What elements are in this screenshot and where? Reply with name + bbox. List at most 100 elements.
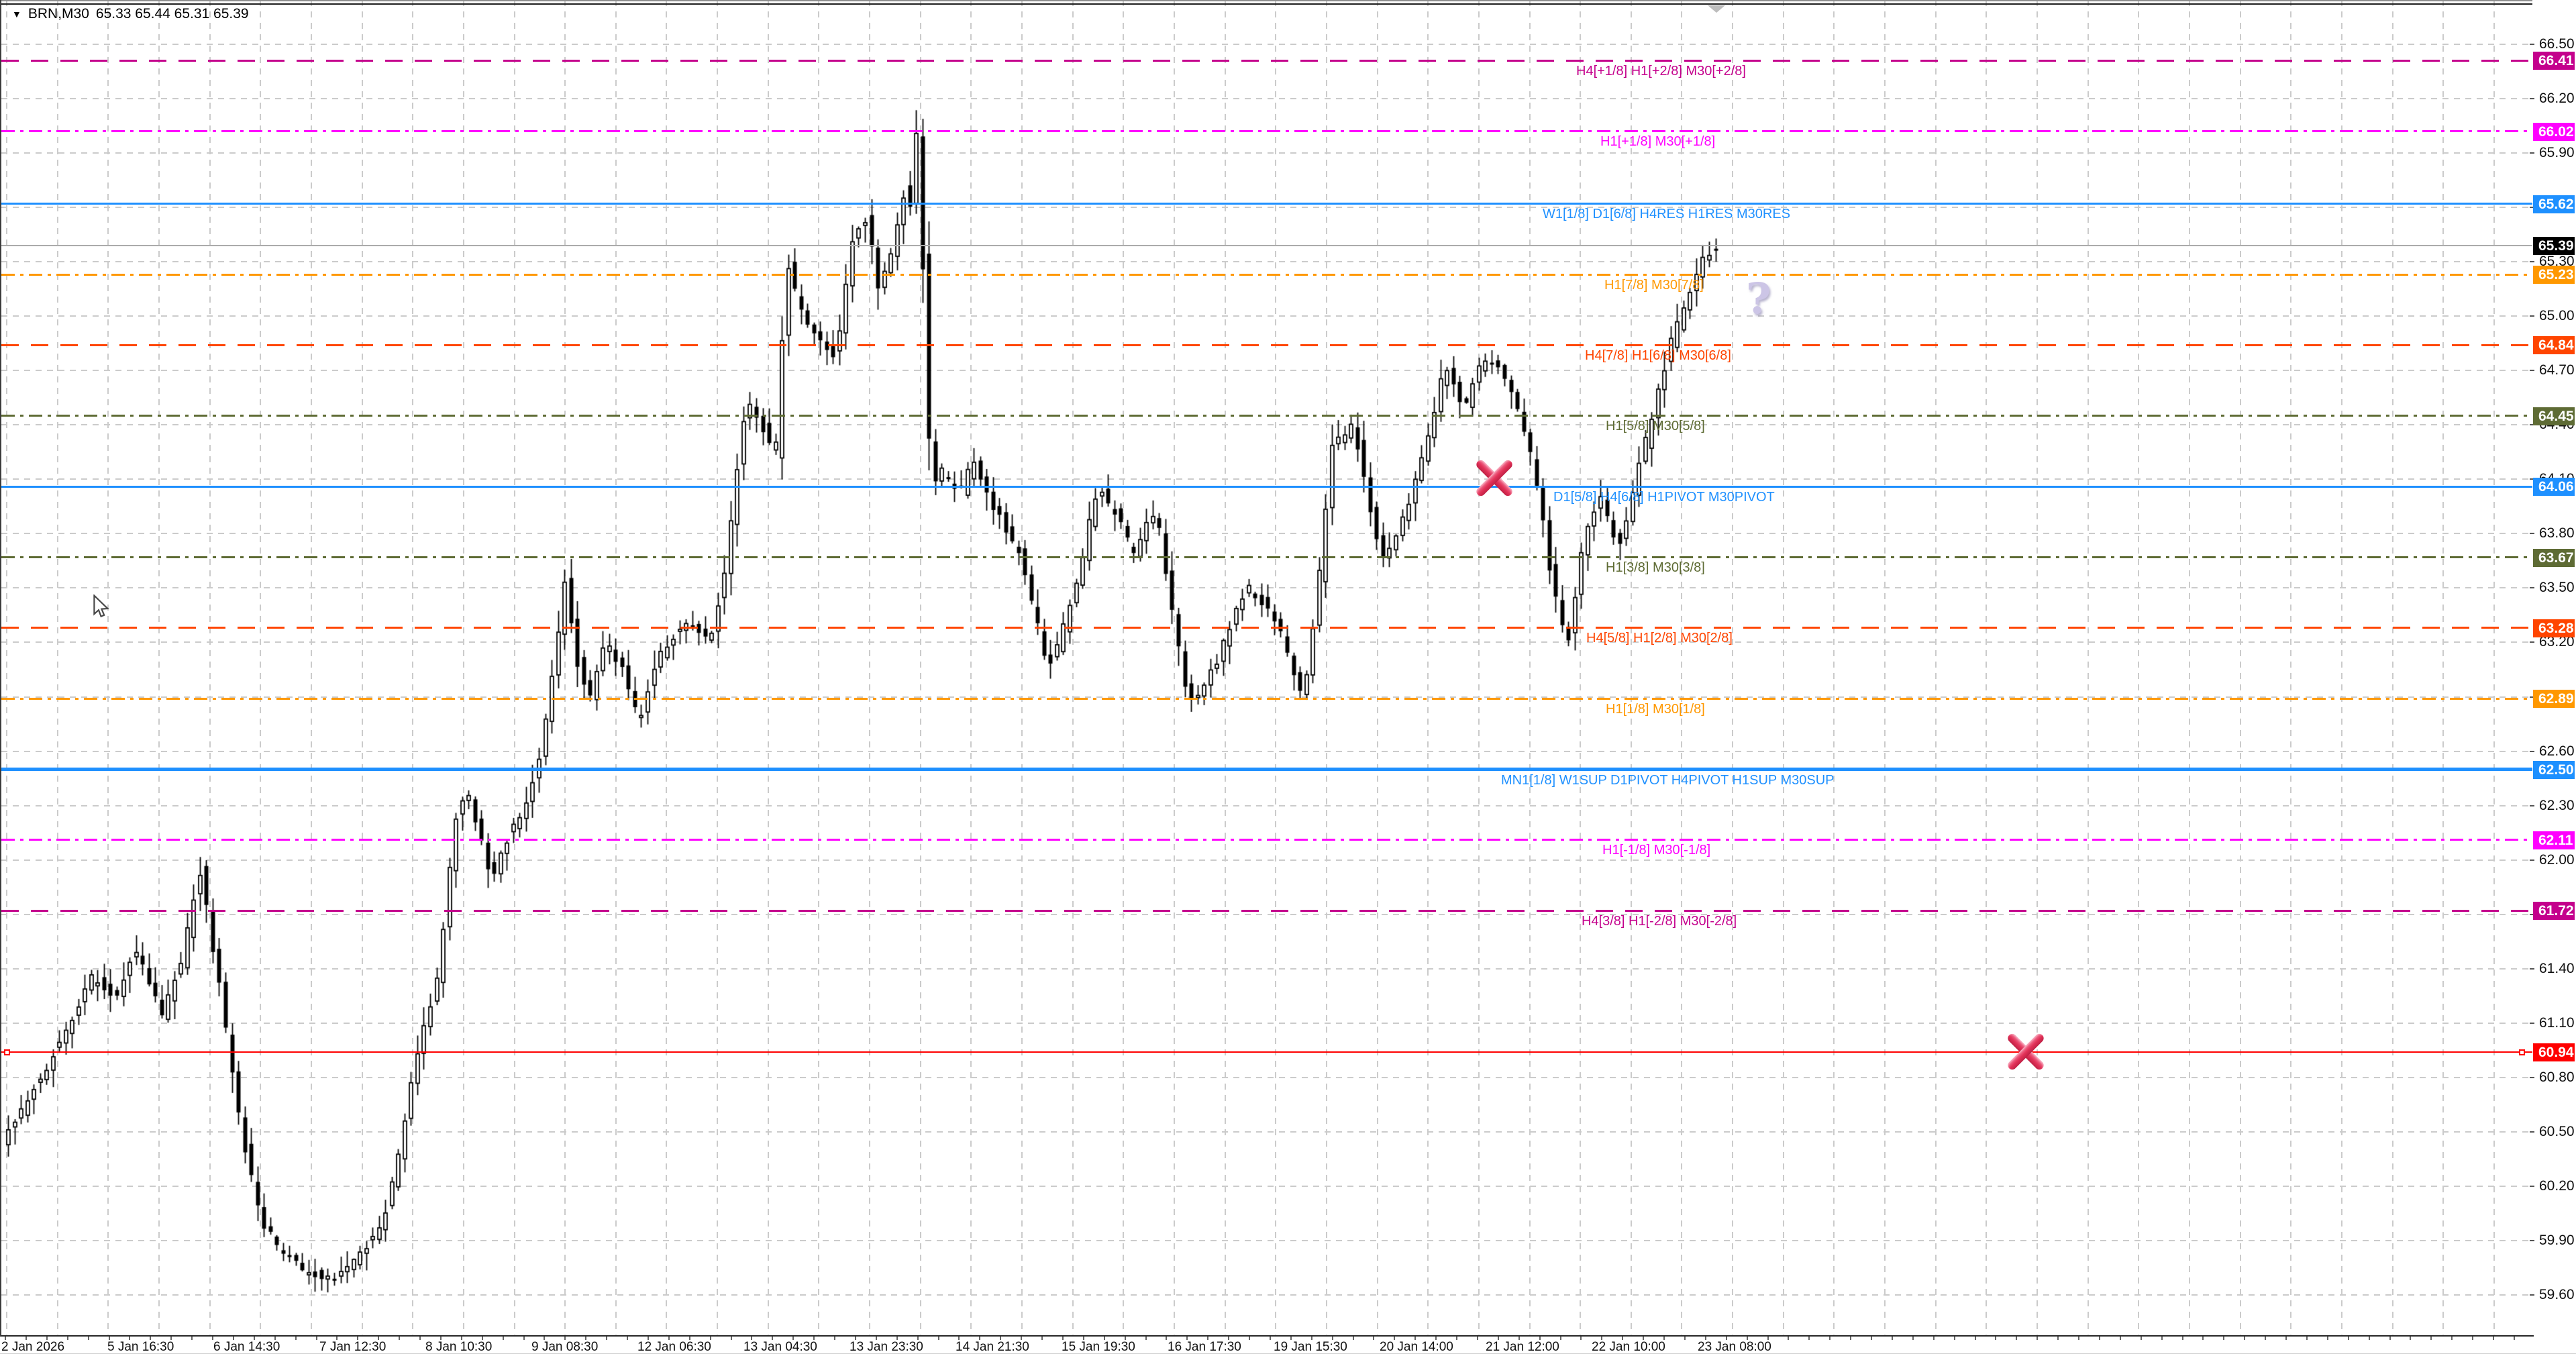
price-tick — [2530, 913, 2534, 915]
level-price-tag: 64.06 — [2533, 478, 2575, 497]
time-tick — [1643, 1337, 1645, 1340]
time-tick — [170, 1337, 172, 1340]
time-tick — [523, 1337, 525, 1340]
x-mark-object[interactable] — [2006, 1032, 2046, 1072]
murrey-level-line — [1, 839, 2532, 841]
price-tick — [2530, 152, 2534, 154]
time-tick — [813, 1337, 815, 1340]
time-tick — [378, 1337, 380, 1340]
time-tick — [46, 1337, 48, 1340]
time-tick-label: 8 Jan 10:30 — [425, 1340, 493, 1354]
time-tick — [212, 1337, 213, 1340]
line-handle[interactable] — [4, 1049, 10, 1055]
price-tick — [2530, 1294, 2534, 1296]
time-tick-label: 5 Jan 16:30 — [107, 1340, 174, 1354]
time-tick-label: 9 Jan 08:30 — [531, 1340, 599, 1354]
time-tick — [460, 1337, 462, 1340]
horizontal-line-object[interactable] — [1, 1051, 2532, 1053]
time-tick — [1704, 1337, 1706, 1340]
time-tick — [1995, 1337, 1997, 1340]
time-tick-label: 19 Jan 15:30 — [1274, 1340, 1347, 1354]
price-tick — [2530, 1131, 2534, 1133]
price-tick-label: 59.90 — [2539, 1232, 2575, 1248]
price-tick-label: 60.80 — [2539, 1069, 2575, 1085]
time-tick — [1331, 1337, 1333, 1340]
level-label: H1[1/8] M30[1/8] — [1606, 701, 1705, 717]
symbol-name: BRN,M30 — [28, 6, 89, 21]
question-mark-object[interactable]: ? — [1746, 274, 1771, 324]
murrey-level-line — [1, 59, 2532, 62]
time-tick — [1746, 1337, 1748, 1340]
price-tick — [2530, 696, 2534, 698]
level-price-tag: 63.28 — [2533, 619, 2575, 637]
time-tick — [979, 1337, 981, 1340]
time-tick — [1373, 1337, 1375, 1340]
level-price-tag: 66.02 — [2533, 122, 2575, 141]
time-tick — [2161, 1337, 2163, 1340]
time-tick-label: 22 Jan 10:00 — [1592, 1340, 1665, 1354]
current-price-tag: 65.39 — [2533, 236, 2575, 255]
price-tick — [2530, 315, 2534, 317]
time-tick — [2368, 1337, 2370, 1340]
time-tick — [2472, 1337, 2474, 1340]
time-tick — [1829, 1337, 1831, 1340]
time-tick — [1249, 1337, 1250, 1340]
time-tick-label: 21 Jan 12:00 — [1486, 1340, 1559, 1354]
price-tick — [2530, 1076, 2534, 1078]
price-tick-label: 65.00 — [2539, 308, 2575, 324]
level-price-tag: 66.41 — [2533, 52, 2575, 70]
price-tick-label: 59.60 — [2539, 1287, 2575, 1302]
time-tick — [1062, 1337, 1064, 1340]
price-tick-label: 60.20 — [2539, 1178, 2575, 1194]
murrey-level-line — [1, 203, 2532, 205]
price-tick — [2530, 207, 2534, 209]
price-tick-label: 62.60 — [2539, 743, 2575, 759]
x-mark-object[interactable] — [1474, 458, 1514, 498]
price-tick — [2530, 98, 2534, 100]
window-bottom-edge — [0, 1353, 2576, 1354]
symbol-info: ▼ BRN,M30 65.33 65.44 65.31 65.39 — [12, 6, 249, 22]
symbol-dropdown-icon[interactable]: ▼ — [12, 9, 21, 19]
level-label: H4[3/8] H1[-2/8] M30[-2/8] — [1582, 913, 1737, 929]
time-tick — [1352, 1337, 1354, 1340]
time-tick — [129, 1337, 131, 1340]
time-tick — [502, 1337, 504, 1340]
time-axis[interactable]: 2 Jan 2026 5 Jan 16:30 6 Jan 14:30 7 Jan 12… — [0, 1337, 2576, 1356]
time-tick — [2098, 1337, 2100, 1340]
time-tick — [1559, 1337, 1561, 1340]
level-price-tag: 63.67 — [2533, 548, 2575, 567]
line-handle[interactable] — [2519, 1049, 2525, 1055]
time-tick — [1228, 1337, 1230, 1340]
price-axis[interactable]: 66.41 66.02 65.62 65.39 65.23 64.84 64.45 64.06… — [2530, 0, 2576, 1335]
time-tick-label: 7 Jan 12:30 — [319, 1340, 387, 1354]
time-tick — [730, 1337, 732, 1340]
time-tick — [336, 1337, 338, 1340]
mouse-cursor-icon — [93, 594, 110, 622]
price-tick-label: 66.50 — [2539, 36, 2575, 52]
murrey-level-line — [1, 768, 2532, 772]
time-tick — [606, 1337, 608, 1340]
time-tick — [2016, 1337, 2018, 1340]
time-tick — [1933, 1337, 1935, 1340]
price-tick — [2530, 424, 2534, 426]
chart-plot-area[interactable]: H4[+1/8] H1[+2/8] M30[+2/8] H1[+1/8] M30[… — [0, 0, 2534, 1337]
time-tick — [25, 1337, 27, 1340]
level-label: D1[5/8] H4[6/8] H1PIVOT M30PIVOT — [1553, 489, 1775, 505]
time-tick — [1186, 1337, 1188, 1340]
ohlc-readout: 65.33 65.44 65.31 65.39 — [95, 6, 249, 21]
murrey-level-line — [1, 130, 2532, 133]
level-label: H1[5/8] M30[5/8] — [1606, 419, 1705, 434]
time-tick — [834, 1337, 835, 1340]
time-tick-label: 6 Jan 14:30 — [213, 1340, 280, 1354]
murrey-level-line — [1, 627, 2532, 629]
candlestick-canvas[interactable] — [1, 0, 2532, 1335]
time-tick-label: 12 Jan 06:30 — [637, 1340, 711, 1354]
time-tick — [2202, 1337, 2204, 1340]
time-tick-label: 16 Jan 17:30 — [1168, 1340, 1241, 1354]
level-label: MN1[1/8] W1SUP D1PIVOT H4PIVOT H1SUP M30… — [1501, 773, 1835, 788]
level-price-tag: 64.45 — [2533, 407, 2575, 425]
level-label: H4[5/8] H1[2/8] M30[2/8] — [1586, 631, 1733, 646]
plot-top-border — [1, 0, 2532, 1]
time-tick — [419, 1337, 421, 1340]
time-tick — [440, 1337, 442, 1340]
